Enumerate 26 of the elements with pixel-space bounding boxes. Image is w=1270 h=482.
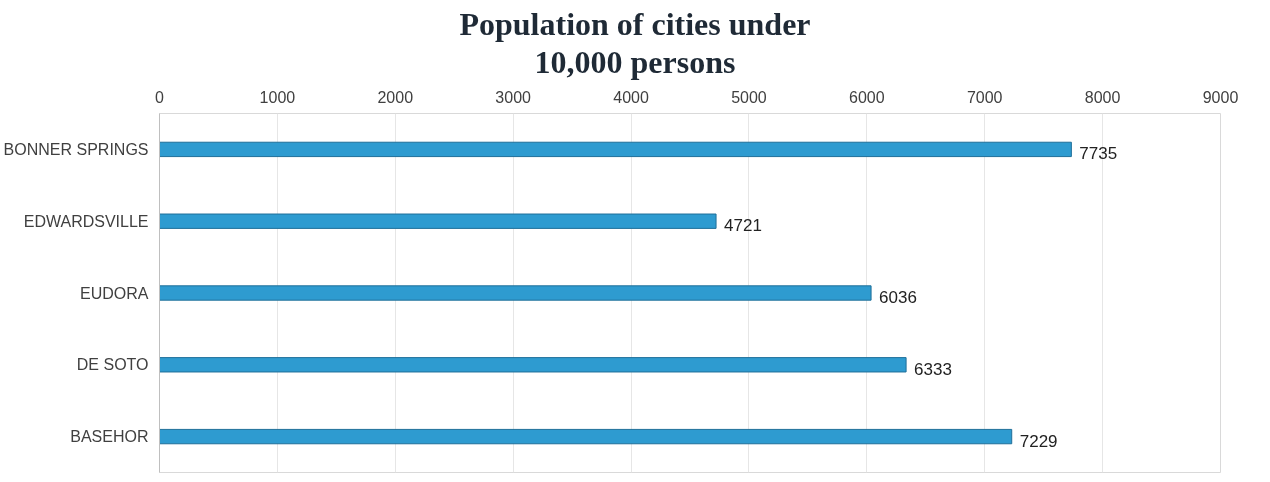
x-tick-label: 1000: [259, 88, 296, 106]
y-tick-label: BASEHOR: [70, 427, 149, 445]
data-label: 7229: [1019, 431, 1058, 451]
data-label: 6036: [879, 287, 917, 307]
bar: [159, 285, 872, 301]
y-tick-label: BONNER SPRINGS: [3, 140, 149, 158]
x-tick-label: 2000: [377, 88, 414, 106]
bar: [159, 141, 1072, 157]
bar: [159, 356, 907, 373]
x-tick-label: 5000: [731, 88, 767, 106]
data-label: 4721: [724, 215, 762, 235]
x-tick-label: 8000: [1084, 88, 1121, 106]
x-tick-label: 9000: [1202, 88, 1239, 106]
y-tick-label: EDWARDSVILLE: [23, 212, 149, 230]
data-label: 7735: [1079, 144, 1118, 164]
bar: [159, 213, 717, 229]
x-tick-label: 0: [155, 88, 165, 106]
x-tick-label: 4000: [613, 88, 649, 106]
data-label: 6333: [914, 359, 952, 379]
x-tick-label: 7000: [966, 88, 1003, 106]
x-tick-label: 6000: [849, 88, 885, 106]
y-tick-label: DE SOTO: [76, 356, 149, 374]
chart-title: Population of cities under 10,000 persons: [459, 5, 811, 82]
y-tick-label: EUDORA: [80, 284, 149, 302]
bar: [159, 428, 1013, 445]
x-tick-label: 3000: [495, 88, 532, 106]
